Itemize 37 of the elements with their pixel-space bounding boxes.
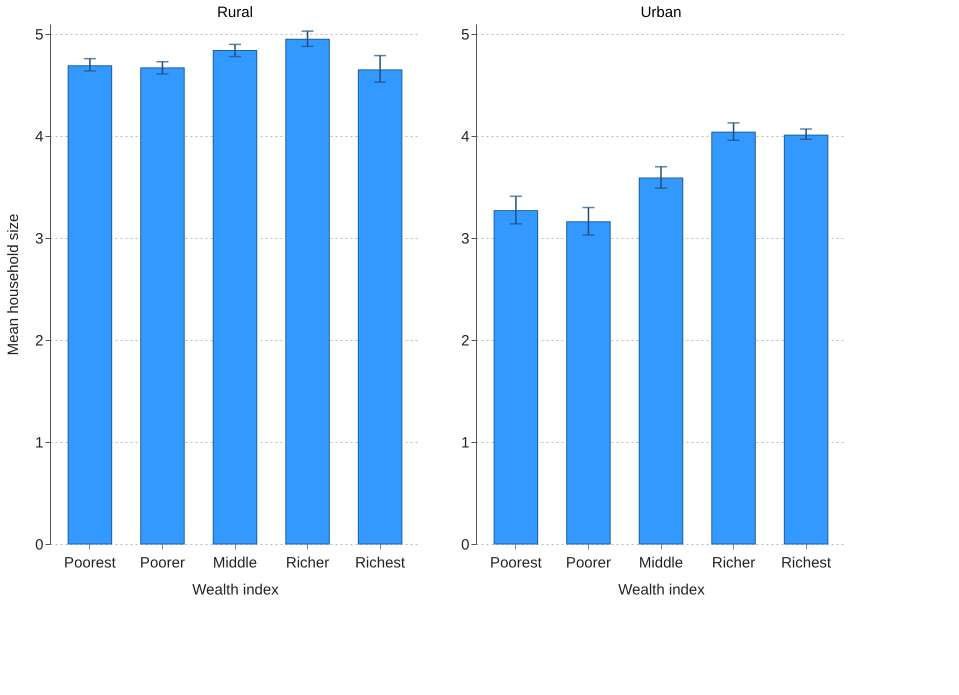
- y-tick-label: 4: [461, 128, 470, 146]
- x-tick-label: Richest: [355, 554, 406, 572]
- y-tick-label: 2: [461, 332, 470, 350]
- y-tick-label: 1: [461, 434, 470, 452]
- bar: [212, 50, 258, 544]
- bar: [638, 177, 684, 544]
- y-tick-label: 3: [461, 230, 470, 248]
- y-tick-label: 0: [35, 536, 44, 554]
- y-tick-label: 2: [35, 332, 44, 350]
- bar: [358, 69, 402, 544]
- x-tick-label: Poorest: [490, 554, 543, 572]
- chart-title: Rural: [217, 4, 253, 21]
- chart-title: Urban: [640, 4, 682, 21]
- bar: [566, 221, 611, 544]
- bar: [784, 134, 828, 544]
- bar: [711, 132, 756, 544]
- x-tick-label: Richer: [712, 554, 756, 572]
- bar: [140, 67, 185, 544]
- x-tick-label: Poorer: [140, 554, 185, 572]
- bar: [68, 65, 112, 544]
- x-tick-label: Richest: [781, 554, 832, 572]
- x-tick-label: Middle: [638, 554, 684, 572]
- x-axis-title: Wealth index: [618, 582, 706, 598]
- y-tick-label: 5: [461, 26, 470, 44]
- x-tick-label: Poorer: [566, 554, 611, 572]
- y-axis-title: Mean household size: [5, 214, 22, 356]
- x-tick-label: Richer: [286, 554, 330, 572]
- x-tick-label: Middle: [212, 554, 258, 572]
- y-tick-label: 1: [35, 434, 44, 452]
- y-tick-label: 3: [35, 230, 44, 248]
- y-tick-label: 0: [461, 536, 470, 554]
- x-axis-title: Wealth index: [192, 582, 280, 598]
- x-tick-label: Poorest: [64, 554, 117, 572]
- y-tick-label: 4: [35, 128, 44, 146]
- bar: [494, 210, 538, 544]
- bar: [285, 38, 330, 544]
- y-tick-label: 5: [35, 26, 44, 44]
